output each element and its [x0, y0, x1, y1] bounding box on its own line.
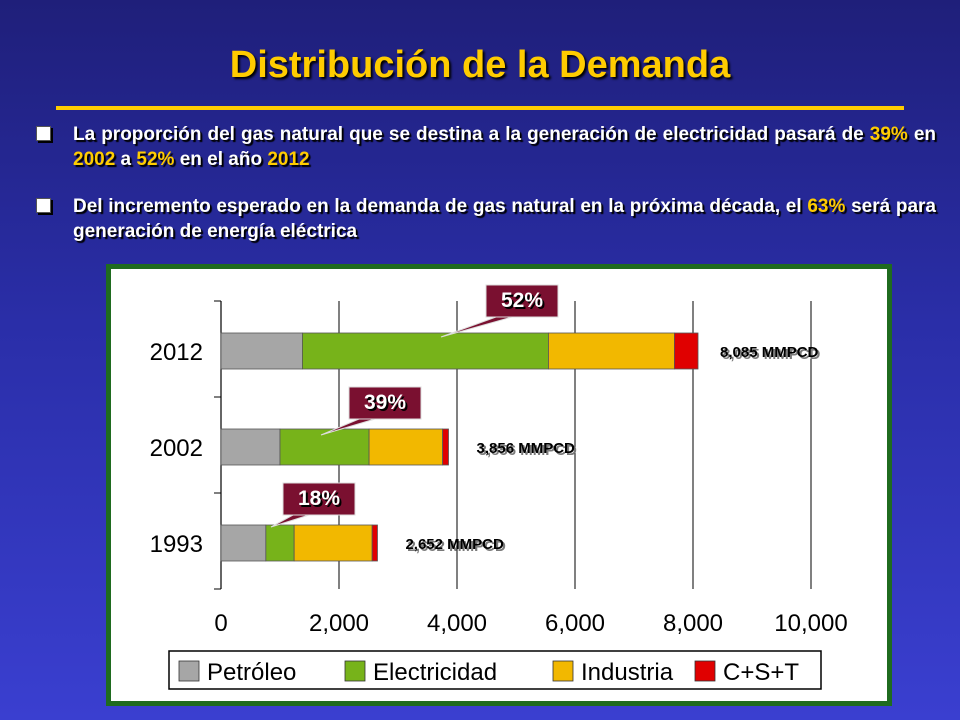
highlight-text: 52%	[136, 149, 175, 170]
bullet-text-segment: La proporción del gas natural que se des…	[73, 124, 870, 145]
callout-label-shadow: 52%	[503, 291, 545, 314]
category-label: 1993	[150, 531, 203, 558]
bar-segment	[368, 428, 444, 466]
title-underline	[56, 106, 904, 110]
checkbox-bullet-icon	[36, 126, 51, 141]
callout-box	[282, 482, 356, 516]
highlight-text: 2012	[267, 149, 310, 170]
legend-label: Petróleo	[207, 659, 296, 686]
demand-chart: 0 2,000 4,000 6,000 8,000 10,000 2012 8,085 MMP…	[150, 284, 848, 690]
bar-segment	[220, 524, 267, 562]
bar-segment	[220, 428, 281, 466]
bullet-text-segment: será para generación de energía eléctric…	[73, 196, 936, 242]
legend-label: Industria	[581, 659, 674, 686]
x-tick-label: 8,000	[663, 610, 723, 637]
legend-label: C+S+T	[723, 659, 799, 686]
bullet-text: Del incremento esperado en la demanda de…	[73, 194, 936, 244]
bullet-item: La proporción del gas natural que se des…	[36, 122, 936, 172]
total-label: 3,856 MMPCD	[477, 440, 576, 457]
x-tick-label: 2,000	[309, 610, 369, 637]
total-label: 8,085 MMPCD	[720, 344, 819, 361]
x-tick-label: 6,000	[545, 610, 605, 637]
total-label-shadow: 3,856 MMPCD	[479, 442, 578, 459]
legend-swatch	[552, 660, 574, 682]
bullet-text-segment: Del incremento esperado en la demanda de…	[73, 196, 808, 217]
bar-segment	[442, 428, 449, 466]
bullet-text-segment: a	[115, 149, 137, 170]
x-tick-label: 4,000	[427, 610, 487, 637]
slide-title: Distribución de la Demanda	[229, 44, 731, 86]
legend-swatch	[694, 660, 716, 682]
bar-segment	[293, 524, 373, 562]
checkbox-bullet-icon	[36, 198, 51, 213]
bar-segment	[265, 524, 295, 562]
highlight-text: 63%	[807, 196, 846, 217]
highlight-text: 39%	[869, 124, 908, 145]
legend-swatch	[344, 660, 366, 682]
callout-label: 52%	[501, 289, 543, 312]
bar-segment	[220, 332, 303, 370]
legend-label: Electricidad	[373, 659, 497, 686]
chart-frame: 0 2,000 4,000 6,000 8,000 10,000 2012 8,085 MMP…	[106, 264, 892, 706]
callout-box	[485, 284, 559, 318]
bullet-text-segment: en	[907, 124, 936, 145]
bar-segment	[674, 332, 699, 370]
category-label: 2002	[150, 435, 203, 462]
x-tick-label: 0	[214, 610, 227, 637]
bullet-text-segment: en el año	[174, 149, 268, 170]
total-label: 2,652 MMPCD	[405, 536, 504, 553]
callout-label-shadow: 18%	[300, 489, 342, 512]
category-label: 2012	[150, 339, 203, 366]
callout-label-shadow: 39%	[366, 393, 408, 416]
x-tick-label: 10,000	[774, 610, 847, 637]
callout-label: 18%	[298, 487, 340, 510]
callout-box	[348, 386, 422, 420]
highlight-text: 2002	[73, 149, 116, 170]
callout-label: 39%	[364, 391, 406, 414]
total-label-shadow: 8,085 MMPCD	[722, 346, 821, 363]
bar-segment	[302, 332, 549, 370]
total-label-shadow: 2,652 MMPCD	[407, 538, 506, 555]
bullet-item: Del incremento esperado en la demanda de…	[36, 194, 936, 244]
bar-segment	[279, 428, 370, 466]
bar-segment	[371, 524, 378, 562]
bullet-text: La proporción del gas natural que se des…	[73, 122, 936, 172]
legend-swatch	[178, 660, 200, 682]
bar-segment	[548, 332, 675, 370]
